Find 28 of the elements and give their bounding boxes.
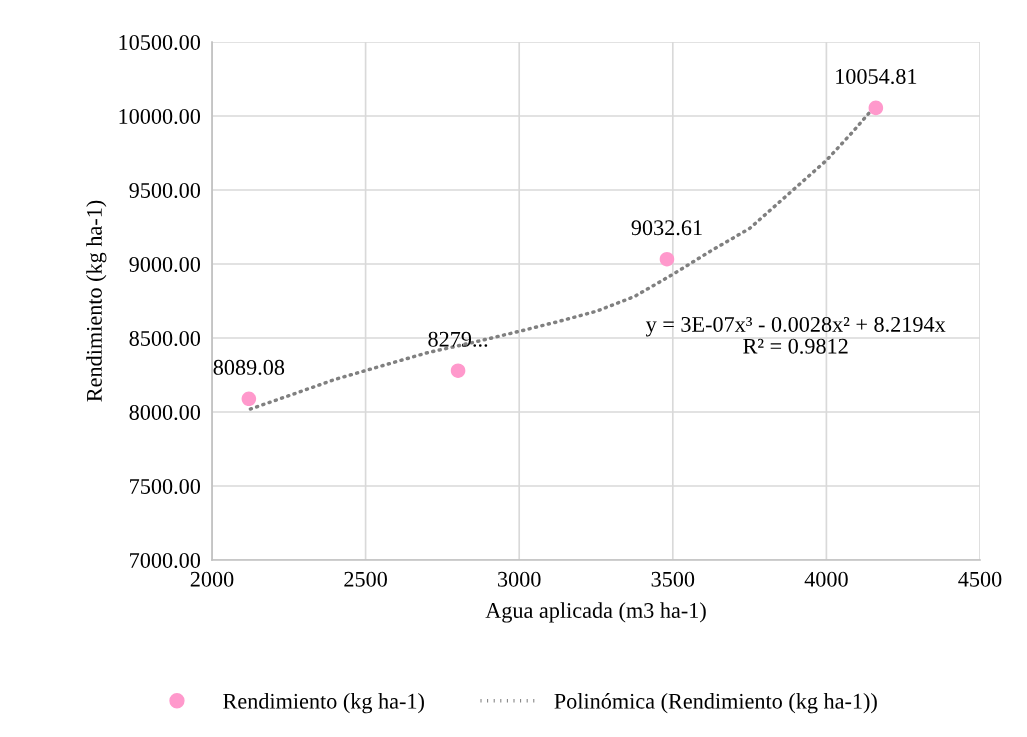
y-tick-label: 7000.00 — [130, 552, 201, 569]
x-tick-label: 2000 — [190, 571, 234, 587]
point — [241, 391, 257, 407]
y-tick-label: 7500.00 — [130, 478, 201, 495]
y-tick-label: 8000.00 — [129, 404, 201, 421]
y-tick-label: 8500.00 — [129, 330, 201, 347]
y-tick-label: 9500.00 — [129, 182, 201, 199]
data-label: 8279... — [428, 331, 488, 347]
x-tick-label: 2500 — [344, 571, 387, 587]
x-tick-label: 4000 — [804, 571, 848, 587]
data-label: 10054.81 — [836, 68, 917, 85]
y-tick-label: 9000.00 — [129, 256, 201, 273]
annotation: y = 3E-07x³ - 0.0028x² + 8.2194x — [645, 316, 946, 337]
x-axis-title: Agua aplicada (m3 ha-1) — [485, 602, 706, 623]
x-tick-label: 3000 — [498, 571, 541, 587]
annotation: R² = 0.9812 — [743, 338, 848, 354]
x-tick-label: 4500 — [958, 571, 1002, 587]
y-tick-label: 10500.00 — [119, 34, 201, 51]
legend-label: Polinómica (Rendimiento (kg ha-1)) — [554, 693, 877, 714]
point — [450, 363, 466, 378]
y-tick-label: 10000.00 — [119, 108, 201, 125]
point — [868, 100, 884, 116]
data-label: 9032.61 — [631, 220, 702, 236]
y-axis-title: Rendimiento (kg ha-1) — [86, 200, 107, 402]
point — [659, 251, 675, 267]
x-tick-label: 3500 — [651, 571, 695, 587]
data-label: 8089.08 — [213, 359, 285, 375]
legend-label: Rendimiento (kg ha-1) — [223, 693, 424, 714]
